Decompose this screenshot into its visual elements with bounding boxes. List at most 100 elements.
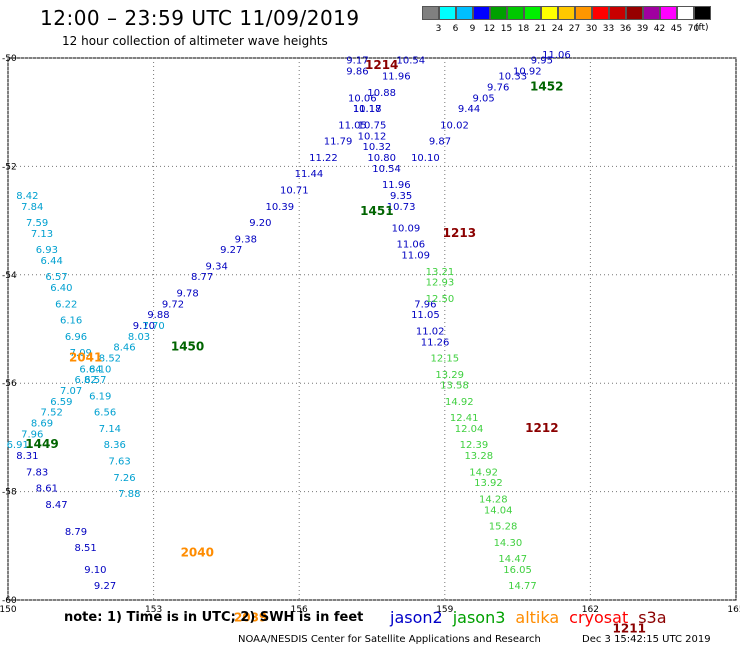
pass-number-label: 1214 bbox=[365, 58, 398, 72]
lat-tick-label: -56 bbox=[2, 379, 17, 389]
wave-height-value: 10.33 bbox=[498, 72, 527, 83]
wave-height-value: 11.05 bbox=[338, 120, 367, 131]
wave-height-value: 8.31 bbox=[16, 451, 38, 462]
scale-swatch bbox=[626, 6, 643, 20]
pass-number-label: 1211 bbox=[613, 622, 646, 636]
scale-label: 30 bbox=[585, 24, 598, 34]
wave-height-value: 6.93 bbox=[36, 245, 58, 256]
wave-height-value: 10.32 bbox=[363, 142, 392, 153]
wave-height-value: 7.26 bbox=[113, 473, 135, 484]
wave-height-value: 8.52 bbox=[99, 354, 121, 365]
map-frame bbox=[7, 57, 737, 601]
scale-swatch bbox=[507, 6, 524, 20]
wave-height-value: 6.57 bbox=[84, 375, 106, 386]
wave-height-value: 7.59 bbox=[26, 218, 48, 229]
wave-height-value: 6.16 bbox=[60, 316, 82, 327]
wave-height-value: 6.57 bbox=[45, 272, 67, 283]
wave-height-value: 6.96 bbox=[65, 332, 87, 343]
wave-height-value: 10.17 bbox=[353, 104, 382, 115]
lon-tick-label: 150 bbox=[0, 605, 17, 615]
pass-labels: 1214 1452 1451 1213 1450 2041 1449 1212 2040 2039… bbox=[25, 58, 646, 636]
wave-height-value: 8.10 bbox=[89, 364, 111, 375]
scale-label: 6 bbox=[452, 24, 459, 34]
wave-height-value: 11.79 bbox=[324, 137, 353, 148]
wave-height-value: 12.15 bbox=[430, 354, 459, 365]
wave-height-value: 6.19 bbox=[89, 391, 111, 402]
wave-height-value: 8.79 bbox=[65, 527, 87, 538]
scale-swatch bbox=[643, 6, 660, 20]
scale-label: 39 bbox=[636, 24, 649, 34]
scale-swatch bbox=[490, 6, 507, 20]
lon-tick-label: 156 bbox=[291, 605, 308, 615]
legend-item-jason3: jason3 bbox=[452, 608, 506, 627]
scale-swatch bbox=[541, 6, 558, 20]
scale-label: 18 bbox=[517, 24, 530, 34]
wave-height-value: 10.39 bbox=[265, 202, 294, 213]
wave-height-value: 12.04 bbox=[455, 424, 484, 435]
wave-height-value: 10.75 bbox=[358, 120, 387, 131]
lon-tick-label: 159 bbox=[436, 605, 453, 615]
wave-height-value: 10.06 bbox=[348, 93, 377, 104]
scale-swatch bbox=[422, 6, 439, 20]
scale-label: 12 bbox=[483, 24, 496, 34]
wave-height-value: 10.10 bbox=[411, 153, 440, 164]
pass-number-label: 1452 bbox=[530, 80, 563, 94]
wave-height-value: 11.09 bbox=[401, 251, 430, 262]
pass-number-label: 2039 bbox=[234, 611, 267, 625]
scale-label: 27 bbox=[568, 24, 581, 34]
wave-height-value: 14.47 bbox=[498, 554, 527, 565]
wave-height-value: 6.22 bbox=[55, 299, 77, 310]
wave-height-value: 10.73 bbox=[387, 202, 416, 213]
scale-unit-label: (ft) bbox=[695, 23, 709, 33]
wave-height-value: 14.92 bbox=[445, 397, 474, 408]
scale-swatch bbox=[677, 6, 694, 20]
wave-height-value: 13.92 bbox=[474, 478, 503, 489]
wave-height-value: 11.22 bbox=[309, 153, 338, 164]
scale-swatch bbox=[558, 6, 575, 20]
lon-tick-label: 153 bbox=[145, 605, 162, 615]
wave-height-value: 11.44 bbox=[295, 169, 324, 180]
wave-height-value: 8.46 bbox=[113, 343, 135, 354]
wave-height-value: 9.76 bbox=[487, 83, 509, 94]
wave-height-value: 12.41 bbox=[450, 413, 479, 424]
wave-height-value: 12.50 bbox=[426, 294, 455, 305]
axis-ticks: 150 153 156 159 162 165 -50 -52 -54 -56 -58 -60 bbox=[0, 54, 740, 615]
wave-height-value: 9.78 bbox=[176, 288, 198, 299]
scale-swatch bbox=[473, 6, 490, 20]
wave-height-value: 9.35 bbox=[390, 191, 412, 202]
scale-label: 33 bbox=[602, 24, 615, 34]
wave-height-value: 10.02 bbox=[440, 120, 469, 131]
wave-height-value: 10.88 bbox=[367, 88, 396, 99]
wave-height-value: 10.71 bbox=[280, 186, 309, 197]
wave-height-value: 9.95 bbox=[531, 55, 553, 66]
lat-tick-label: -60 bbox=[2, 596, 17, 606]
scale-swatch bbox=[524, 6, 541, 20]
wave-height-value: 9.88 bbox=[147, 310, 169, 321]
lon-tick-label: 162 bbox=[582, 605, 599, 615]
footer-note: note: 1) Time is in UTC; 2) SWH is in fe… bbox=[64, 610, 364, 625]
wave-height-value: 9.86 bbox=[346, 66, 368, 77]
wave-height-value: 6.56 bbox=[94, 408, 116, 419]
scale-label: 21 bbox=[534, 24, 547, 34]
wave-height-value: 7.83 bbox=[26, 467, 48, 478]
wave-height-value: 13.21 bbox=[426, 267, 455, 278]
legend-item-s3a: s3a bbox=[638, 608, 667, 627]
wave-height-value: 9.27 bbox=[94, 581, 116, 592]
wave-height-value: 7.63 bbox=[108, 457, 130, 468]
wave-height-value: 11.96 bbox=[382, 72, 411, 83]
wave-height-value: 9.72 bbox=[162, 299, 184, 310]
wave-height-value: 14.30 bbox=[494, 538, 523, 549]
scale-swatch bbox=[609, 6, 626, 20]
wave-height-value: 6.44 bbox=[41, 256, 63, 267]
page-title: 12:00 – 23:59 UTC 11/09/2019 bbox=[40, 6, 360, 30]
wave-height-value: 11.96 bbox=[382, 180, 411, 191]
pass-number-label: 1451 bbox=[360, 204, 393, 218]
wave-height-value: 11.02 bbox=[416, 326, 445, 337]
wave-height-value: 10.54 bbox=[397, 55, 426, 66]
graticule bbox=[7, 57, 737, 601]
legend-item-cryosat: cryosat bbox=[569, 608, 629, 627]
scale-label: 36 bbox=[619, 24, 632, 34]
wave-height-value: 10.54 bbox=[372, 164, 401, 175]
pass-number-label: 2040 bbox=[181, 546, 214, 560]
wave-height-value: 16.05 bbox=[503, 565, 532, 576]
